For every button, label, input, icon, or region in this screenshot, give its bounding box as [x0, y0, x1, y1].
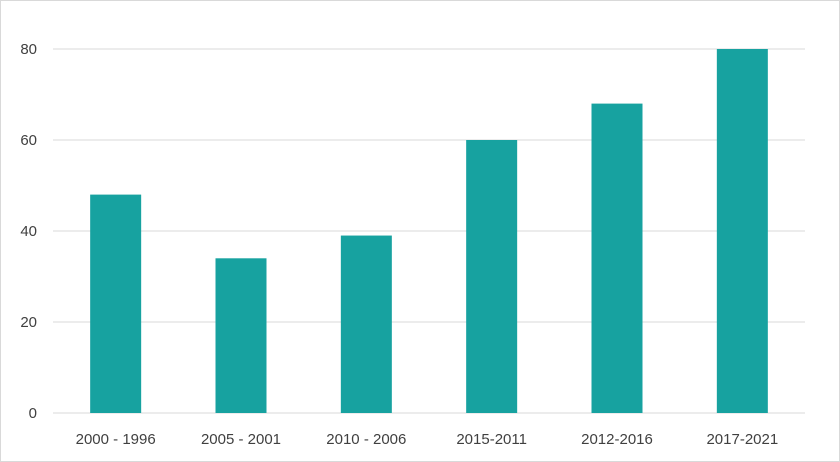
x-category-label: 2012-2016: [581, 431, 653, 448]
bar-2: [340, 235, 392, 413]
x-category-label: 2015-2011: [456, 431, 527, 448]
y-tick-label: 80: [20, 41, 37, 58]
bar-4: [591, 103, 643, 413]
bar-1: [215, 258, 267, 413]
bar-3: [466, 140, 518, 413]
x-category-label: 2017-2021: [706, 431, 778, 448]
x-category-label: 2000 - 1996: [76, 431, 156, 448]
gridlines: [53, 48, 805, 414]
y-tick-label: 20: [20, 314, 37, 331]
y-axis-ticks: 0 20 40 60 80: [20, 41, 37, 422]
x-axis-categories: 2000 - 1996 2005 - 2001 2010 - 2006 2015-20…: [76, 431, 779, 448]
x-category-label: 2005 - 2001: [201, 431, 281, 448]
y-tick-label: 40: [20, 223, 37, 240]
bars: [90, 49, 768, 413]
y-tick-label: 0: [29, 405, 37, 422]
y-tick-label: 60: [20, 132, 37, 149]
bar-0: [90, 194, 142, 413]
bar-5: [716, 49, 768, 413]
x-category-label: 2010 - 2006: [326, 431, 406, 448]
